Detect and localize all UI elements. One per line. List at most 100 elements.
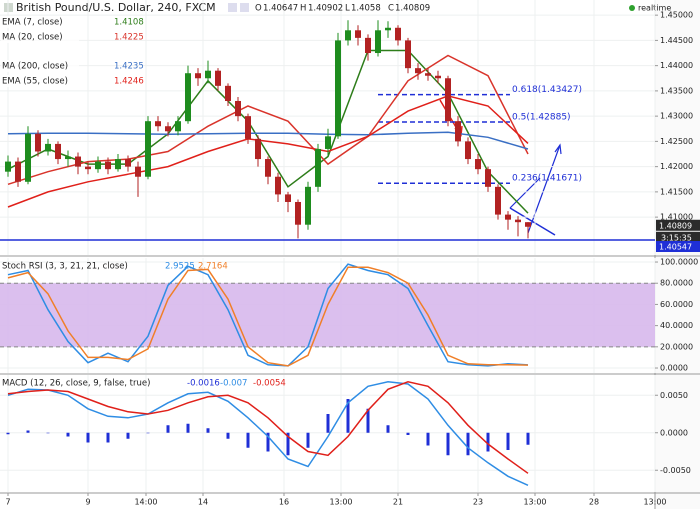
indicator-line xyxy=(7,54,529,186)
band xyxy=(0,283,655,347)
fib-label: 0.236(1.41671) xyxy=(512,174,582,184)
histogram-bar xyxy=(226,432,230,439)
candle-body xyxy=(15,161,21,182)
x-tick-label: 21 xyxy=(393,498,403,507)
indicator-line xyxy=(7,131,529,150)
ohlc-header: 1.40902 xyxy=(308,4,343,14)
ohlc-header: L xyxy=(345,4,350,14)
candle-body xyxy=(75,156,81,167)
candle-body xyxy=(115,159,121,170)
histogram-bar xyxy=(466,432,470,456)
candle-body xyxy=(25,133,31,182)
indicator-line xyxy=(7,263,529,367)
price-label-box xyxy=(656,241,700,253)
indicator-line xyxy=(7,266,529,367)
x-tick-label: 14:00 xyxy=(134,498,157,507)
y-tick-label: -0.0050 xyxy=(660,466,691,475)
candle-body xyxy=(255,138,261,160)
histogram-bar xyxy=(506,432,510,450)
y-tick-label: 100.0000 xyxy=(660,258,698,267)
y-tick-label: 1.41500 xyxy=(660,187,693,196)
legend-value: 2.7164 xyxy=(198,262,228,272)
arrow-head xyxy=(554,143,562,155)
candle-body xyxy=(455,121,461,142)
histogram-bar xyxy=(486,432,490,452)
x-tick-label: 23 xyxy=(473,498,483,507)
y-tick-label: 1.43500 xyxy=(660,86,693,95)
candle-body xyxy=(175,121,181,132)
legend-name: MA (20, close) xyxy=(2,33,63,43)
candle-body xyxy=(235,100,241,117)
candle-body xyxy=(485,169,491,187)
icon xyxy=(228,3,237,12)
candle-body xyxy=(225,85,231,101)
candle-body xyxy=(415,68,421,74)
fib-label: 0.5(1.42885) xyxy=(512,112,571,122)
candle-body xyxy=(5,161,11,172)
legend-value: 2.9525 xyxy=(165,262,195,272)
candle-body xyxy=(435,75,441,79)
candle-body xyxy=(345,30,351,41)
candle-body xyxy=(185,73,191,122)
legend-value: -0.0016 xyxy=(187,379,220,389)
histogram-bar xyxy=(266,432,270,452)
candle-body xyxy=(145,121,151,177)
y-tick-label: 60.0000 xyxy=(660,300,693,309)
countdown: 3:15:35 xyxy=(661,233,692,242)
histogram-bar xyxy=(386,425,390,433)
x-tick-label: 13:00 xyxy=(643,498,666,507)
legend-name: MA (200, close) xyxy=(2,62,68,72)
candle-body xyxy=(285,194,291,202)
histogram-bar xyxy=(526,432,530,445)
histogram-bar xyxy=(146,432,150,434)
candle-body xyxy=(65,156,71,160)
candle-body xyxy=(215,70,221,86)
y-tick-label: 1.42500 xyxy=(660,137,693,146)
legend-value: 1.4246 xyxy=(114,77,144,87)
candle-body xyxy=(495,186,501,215)
histogram-bar xyxy=(46,432,50,434)
y-tick-label: 0.0000 xyxy=(660,364,688,373)
legend-name: EMA (55, close) xyxy=(2,77,68,87)
histogram-bar xyxy=(26,430,30,433)
panel-title: MACD (12, 26, close, 9, false, true) xyxy=(2,379,150,389)
ohlc-header: O xyxy=(255,4,262,14)
histogram-bar xyxy=(126,432,130,439)
ohlc-header: 1.40647 xyxy=(263,4,298,14)
candle-body xyxy=(165,126,171,132)
legend-value: 1.4108 xyxy=(114,18,144,28)
candle-body xyxy=(505,214,511,220)
icon xyxy=(240,3,249,12)
countdown-box xyxy=(656,231,700,243)
legend-value: 1.4235 xyxy=(114,62,144,72)
candle-body xyxy=(445,78,451,122)
candle-body xyxy=(405,40,411,69)
candle-body xyxy=(35,133,41,152)
candle-body xyxy=(135,166,141,177)
candle-body xyxy=(525,222,531,227)
candle-body xyxy=(95,161,101,170)
candle-body xyxy=(425,73,431,76)
histogram-bar xyxy=(166,425,170,433)
status-dot xyxy=(629,5,635,11)
candle-body xyxy=(515,219,521,223)
histogram-bar xyxy=(246,432,250,448)
y-tick-label: 20.0000 xyxy=(660,342,693,351)
y-tick-label: 40.0000 xyxy=(660,321,693,330)
legend-value: 1.4225 xyxy=(114,33,144,43)
candle-body xyxy=(385,27,391,31)
y-tick-label: 0.0050 xyxy=(660,391,688,400)
ohlc-header: 1.40809 xyxy=(395,4,430,14)
x-tick-label: 7 xyxy=(5,498,10,507)
candle-body xyxy=(335,40,341,137)
candle-body xyxy=(305,186,311,225)
histogram-bar xyxy=(86,432,90,443)
legend-box xyxy=(1,60,79,72)
histogram-bar xyxy=(366,408,370,433)
price-label-box xyxy=(656,219,700,231)
indicator-line xyxy=(7,49,529,214)
arrow xyxy=(527,144,561,234)
candle-body xyxy=(325,136,331,149)
legend-box xyxy=(1,31,79,43)
